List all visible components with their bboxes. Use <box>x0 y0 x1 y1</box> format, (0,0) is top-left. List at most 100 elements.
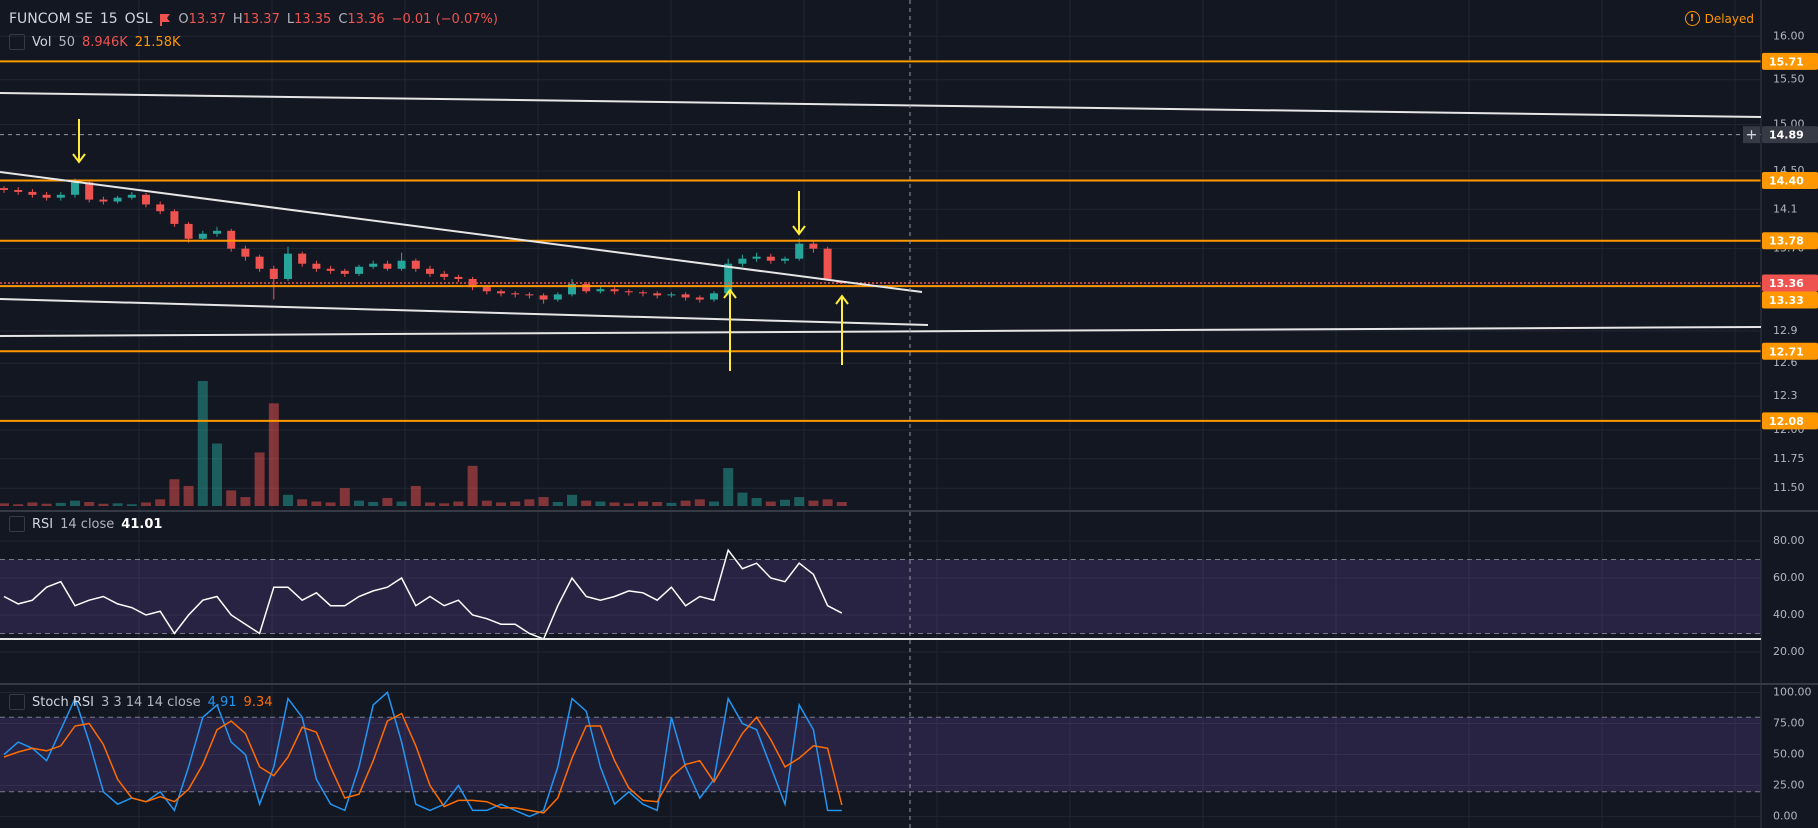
volume-bar <box>439 503 450 506</box>
collapse-button[interactable] <box>9 516 25 532</box>
volume-bar <box>155 499 166 506</box>
candle-body <box>298 253 307 264</box>
stoch-legend: Stoch RSI 3 3 14 14 close 4.91 9.34 <box>9 693 273 711</box>
volume-bar <box>496 502 506 506</box>
candle-body <box>355 266 363 274</box>
study-name[interactable]: Vol <box>32 34 52 50</box>
y-tick-label: 15.50 <box>1773 73 1805 86</box>
candle-body <box>184 223 193 239</box>
candle-body <box>454 276 463 279</box>
candle-body <box>724 263 733 294</box>
volume-bar <box>737 492 748 506</box>
candle-body <box>610 289 619 292</box>
flag[interactable] <box>159 13 171 26</box>
volume-bar <box>808 500 819 506</box>
candle-body <box>752 256 761 259</box>
study-value: 4.91 <box>207 694 237 710</box>
volume-bar <box>183 485 194 506</box>
candle-body <box>383 263 392 269</box>
volume-bar <box>268 403 279 506</box>
price-level-label: 12.08 <box>1769 415 1804 428</box>
arrow-up[interactable] <box>723 288 737 371</box>
candle-body <box>539 295 548 300</box>
arrow-down[interactable] <box>792 191 806 236</box>
collapse-button[interactable] <box>9 34 25 50</box>
trend-line[interactable] <box>0 298 929 326</box>
price-level-label-box <box>1762 171 1818 189</box>
volume-bar <box>254 452 265 506</box>
interval[interactable]: 15 <box>99 11 118 27</box>
y-tick-label: 16.00 <box>1773 29 1805 42</box>
rsi-legend: RSI 14 close 41.01 <box>9 515 162 533</box>
candle-body <box>553 294 562 300</box>
volume-bar <box>126 504 137 506</box>
volume-bar <box>84 501 95 506</box>
value: 13.37 <box>188 11 226 27</box>
candle-body <box>497 291 505 294</box>
candle-body <box>710 293 718 300</box>
volume-bar <box>311 501 322 506</box>
volume-bar <box>467 465 478 506</box>
candle-body <box>14 190 23 192</box>
symbol[interactable]: FUNCOM SE <box>9 11 93 27</box>
price-level-label: 12.71 <box>1769 345 1804 358</box>
volume-bar <box>567 494 577 506</box>
crosshair-label: 14.89 <box>1769 129 1804 142</box>
candle-body <box>681 294 690 298</box>
candle-body <box>284 253 292 279</box>
candle-body <box>269 268 278 279</box>
study-name[interactable]: Stoch RSI <box>32 694 94 710</box>
candle-body <box>795 243 804 259</box>
y-tick-label: 12.3 <box>1773 389 1798 402</box>
exchange: OSL <box>124 11 153 27</box>
volume-bar <box>751 497 762 506</box>
crosshair-label-box <box>1762 126 1818 144</box>
candle-body <box>738 258 747 264</box>
y-tick-label: 20.00 <box>1773 645 1805 658</box>
value: 13.35 <box>294 11 332 27</box>
volume-bar <box>694 499 705 506</box>
volume-bar <box>666 502 677 506</box>
candle-body <box>42 194 51 198</box>
plus-icon <box>1747 130 1756 140</box>
y-tick-label: 80.00 <box>1773 534 1805 547</box>
study-name[interactable]: RSI <box>32 516 54 532</box>
collapse-button[interactable] <box>9 694 25 710</box>
volume-bar <box>396 501 407 506</box>
candle-body <box>766 256 775 261</box>
volume-bar <box>836 502 847 506</box>
delayed-badge[interactable]: ! Delayed <box>1684 11 1754 26</box>
arrow-down[interactable] <box>72 119 86 164</box>
candle-body <box>639 292 647 294</box>
price-level-label: 13.78 <box>1769 235 1804 248</box>
label: C <box>338 11 348 27</box>
volume-bar <box>339 488 350 506</box>
price-level-label-box <box>1762 291 1818 309</box>
volume-bar <box>652 501 663 506</box>
trend-line[interactable] <box>0 326 1762 337</box>
trend-line[interactable] <box>0 92 1762 118</box>
candle-body <box>440 273 449 277</box>
y-tick-label: 25.00 <box>1773 779 1805 792</box>
volume-bar <box>581 500 592 506</box>
volume-bar <box>382 497 393 506</box>
volume-bar <box>325 502 336 506</box>
series-line <box>3 548 843 640</box>
price-level-label: 15.71 <box>1769 55 1804 68</box>
volume-bar <box>453 501 464 506</box>
study-value: 8.946K <box>82 34 128 50</box>
drawings <box>0 0 1762 828</box>
last-price-label-box <box>1762 274 1818 292</box>
candle-body <box>170 211 179 224</box>
y-tick-label: 12.9 <box>1773 324 1798 337</box>
trend-line[interactable] <box>0 171 923 293</box>
candle-body <box>624 291 633 293</box>
arrow-up[interactable] <box>835 294 849 365</box>
candle-body <box>482 287 491 292</box>
y-tick-label: 0.00 <box>1773 810 1798 823</box>
y-tick-label: 14.1 <box>1773 202 1798 215</box>
volume-bar <box>283 494 293 506</box>
price-level-label-box <box>1762 342 1818 360</box>
